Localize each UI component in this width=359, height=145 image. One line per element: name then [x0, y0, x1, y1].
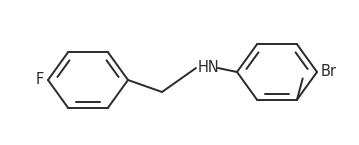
Text: HN: HN	[198, 60, 220, 76]
Text: Br: Br	[321, 65, 337, 79]
Text: F: F	[36, 72, 44, 87]
